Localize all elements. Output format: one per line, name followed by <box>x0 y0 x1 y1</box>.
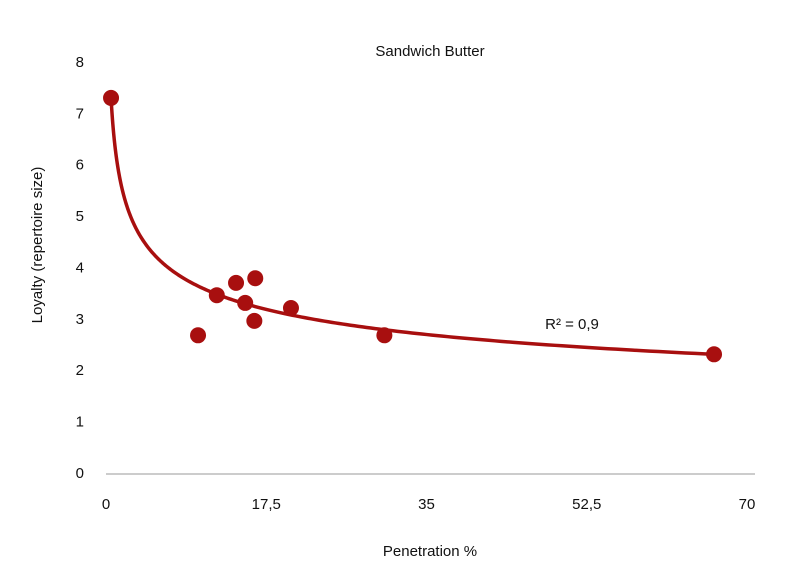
point <box>246 312 263 329</box>
chart-title: Sandwich Butter <box>375 43 484 60</box>
point <box>190 327 207 344</box>
point <box>376 327 393 344</box>
trendline <box>109 97 715 357</box>
y-tick-label: 6 <box>76 157 84 174</box>
x-tick-label: 17,5 <box>252 496 281 513</box>
y-tick-label: 0 <box>76 465 84 482</box>
point <box>247 270 264 287</box>
x-axis-label: Penetration % <box>383 543 477 560</box>
y-tick-label: 3 <box>76 311 84 328</box>
point <box>103 89 120 106</box>
x-tick-label: 52,5 <box>572 496 601 513</box>
point <box>237 294 254 311</box>
y-tick-label: 2 <box>76 362 84 379</box>
point <box>228 274 245 291</box>
y-tick-label: 7 <box>76 105 84 122</box>
point <box>706 346 723 363</box>
r-squared-label: R² = 0,9 <box>545 316 599 333</box>
point <box>282 300 299 317</box>
y-tick-label: 1 <box>76 414 84 431</box>
y-tick-label: 4 <box>76 259 84 276</box>
point <box>208 287 225 304</box>
y-tick-label: 8 <box>76 54 84 71</box>
x-tick-label: 35 <box>418 496 435 513</box>
x-tick-label: 0 <box>102 496 110 513</box>
y-tick-label: 5 <box>76 208 84 225</box>
y-axis-label: Loyalty (repertoire size) <box>29 167 46 324</box>
x-tick-label: 70 <box>739 496 756 513</box>
